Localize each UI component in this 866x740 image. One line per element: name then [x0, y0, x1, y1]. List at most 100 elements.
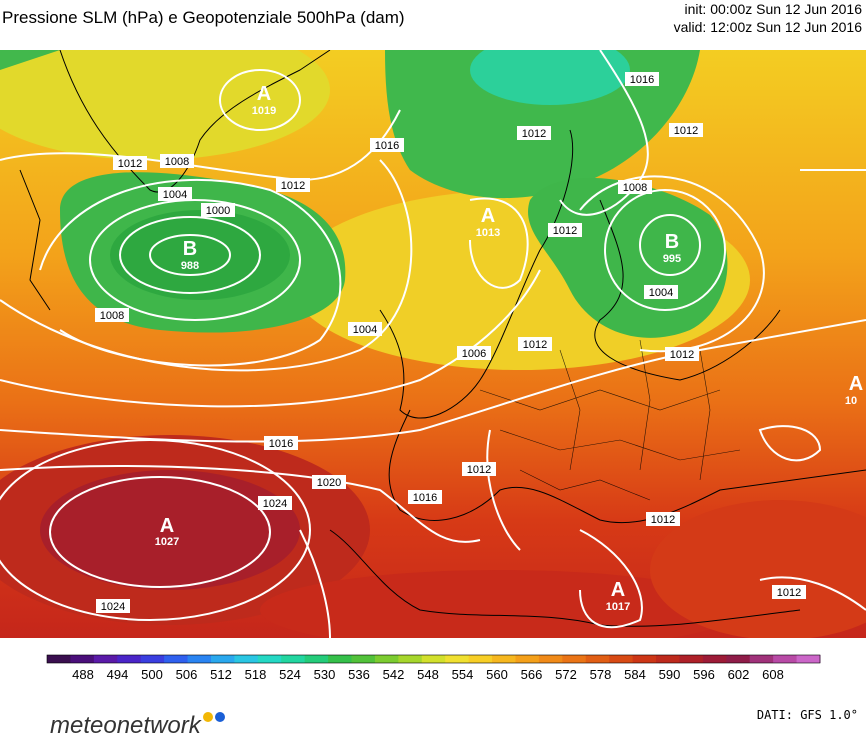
isobar-label: 1016 — [370, 138, 404, 152]
colorbar-cell — [773, 655, 798, 663]
isobars — [0, 50, 866, 638]
colorbar-cell — [445, 655, 470, 663]
svg-text:1004: 1004 — [649, 287, 673, 299]
isobar-label: 1012 — [276, 178, 310, 192]
svg-text:988: 988 — [181, 260, 199, 272]
svg-text:1016: 1016 — [375, 140, 399, 152]
logo-dot-yellow — [202, 712, 213, 722]
colorbar-cell — [117, 655, 142, 663]
colorbar-cell — [796, 655, 821, 663]
svg-text:1027: 1027 — [155, 536, 179, 548]
colorbar-tick-label: 524 — [279, 667, 301, 682]
svg-text:1024: 1024 — [101, 601, 125, 613]
isobar-label: 1016 — [625, 72, 659, 86]
colorbar-tick-label: 584 — [624, 667, 646, 682]
colorbar-cell — [234, 655, 259, 663]
svg-text:A: A — [849, 373, 863, 395]
borders — [479, 339, 741, 501]
svg-text:1019: 1019 — [252, 105, 276, 117]
colorbar-cell — [468, 655, 493, 663]
isobar-label: 1004 — [348, 322, 382, 336]
colorbar-tick-label: 578 — [590, 667, 612, 682]
svg-text:1012: 1012 — [467, 464, 491, 476]
isobar-label: 1012 — [646, 512, 680, 526]
colorbar-cell — [210, 655, 235, 663]
isobar-label: 1004 — [158, 187, 192, 201]
colorbar-cell — [515, 655, 540, 663]
colorbar-tick-label: 602 — [728, 667, 750, 682]
svg-text:1017: 1017 — [606, 601, 630, 613]
colorbar-cell — [656, 655, 680, 663]
colorbar-tick-label: 494 — [107, 667, 129, 682]
colorbar-tick-label: 530 — [314, 667, 336, 682]
svg-text:1012: 1012 — [651, 514, 675, 526]
svg-text:A: A — [481, 205, 495, 227]
isobar-label: 1012 — [462, 462, 496, 476]
svg-text:A: A — [611, 579, 625, 601]
colorbar-tick-label: 554 — [452, 667, 474, 682]
svg-text:1004: 1004 — [353, 324, 377, 336]
init-time: init: 00:00z Sun 12 Jun 2016 — [684, 1, 862, 17]
svg-text:A: A — [257, 83, 271, 105]
run-info: init: 00:00z Sun 12 Jun 2016 valid: 12:0… — [674, 0, 862, 36]
chart-title: Pressione SLM (hPa) e Geopotenziale 500h… — [2, 8, 405, 27]
svg-text:1016: 1016 — [413, 492, 437, 504]
isobar-label: 1006 — [457, 346, 491, 360]
svg-text:1012: 1012 — [553, 225, 577, 237]
svg-text:995: 995 — [663, 253, 681, 265]
svg-text:1016: 1016 — [630, 74, 654, 86]
colorbar-cell — [257, 655, 282, 663]
svg-text:1012: 1012 — [281, 180, 305, 192]
colorbar-cell — [47, 655, 71, 663]
isobar-label: 1016 — [408, 490, 442, 504]
colorbar-tick-label: 542 — [383, 667, 405, 682]
colorbar-cell — [187, 655, 212, 663]
colorbar-cells — [46, 654, 821, 664]
isobar-label: 1012 — [548, 223, 582, 237]
svg-text:1008: 1008 — [623, 182, 647, 194]
svg-text:1012: 1012 — [522, 128, 546, 140]
isobar-label: 1000 — [201, 203, 235, 217]
isobar-label: 1004 — [644, 285, 678, 299]
isobar-label: 1012 — [518, 337, 552, 351]
isobar-label: 1008 — [160, 154, 194, 168]
colorbar-tick-label: 506 — [176, 667, 198, 682]
colorbar-cell — [140, 655, 165, 663]
colorbar-tick-label: 488 — [72, 667, 94, 682]
colorbar-cell — [374, 655, 399, 663]
colorbar-tick-label: 608 — [762, 667, 784, 682]
colorbar-cell — [398, 655, 423, 663]
svg-text:1008: 1008 — [100, 310, 124, 322]
colorbar-tick-label: 500 — [141, 667, 163, 682]
colorbar-cell — [281, 655, 306, 663]
svg-text:1024: 1024 — [263, 498, 287, 510]
svg-text:A: A — [160, 515, 174, 537]
colorbar-outline — [46, 654, 821, 664]
colorbar-tick-label: 518 — [245, 667, 267, 682]
isobar-label: 1012 — [517, 126, 551, 140]
colorbar-cell — [749, 655, 774, 663]
colorbar-cell — [562, 655, 587, 663]
colorbar-ticks: 488 494 500 506 512 518 524 530 536 542 548 554 560 5… — [72, 667, 784, 682]
colorbar-tick-label: 590 — [659, 667, 681, 682]
svg-text:10: 10 — [845, 395, 857, 407]
colorbar: 488 494 500 506 512 518 524 530 536 542 548 554 560 5… — [46, 654, 821, 682]
isobar-label: 1024 — [258, 496, 292, 510]
svg-text:1012: 1012 — [674, 125, 698, 137]
svg-text:1012: 1012 — [118, 158, 142, 170]
colorbar-cell — [351, 655, 376, 663]
colorbar-cell — [585, 655, 610, 663]
colorbar-tick-label: 566 — [521, 667, 543, 682]
colorbar-cell — [679, 655, 704, 663]
isobar-label: 1012 — [772, 585, 806, 599]
colorbar-cell — [164, 655, 189, 663]
svg-text:1016: 1016 — [269, 438, 293, 450]
colorbar-cell — [632, 655, 657, 663]
colorbar-cell — [609, 655, 634, 663]
data-source: DATI: GFS 1.0° — [756, 708, 858, 722]
colorbar-tick-label: 572 — [555, 667, 577, 682]
